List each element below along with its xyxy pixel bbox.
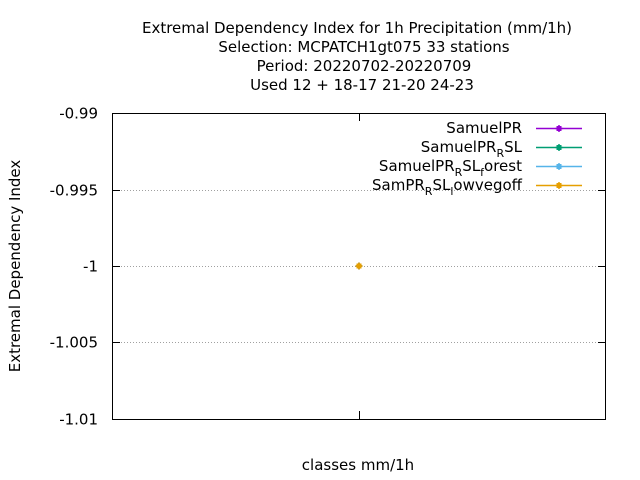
legend-item: SamuelPR (446, 119, 582, 137)
x-axis-label: classes mm/1h (302, 456, 414, 474)
y-tick-label: -1 (83, 258, 98, 276)
legend-label: SamuelPR (446, 119, 522, 137)
y-axis-ticks: -0.99 -0.995 -1 -1.005 -1.01 (50, 105, 606, 429)
legend-marker (555, 144, 563, 151)
y-tick-label: -1.005 (50, 334, 98, 352)
y-tick-label: -0.99 (59, 105, 98, 123)
legend-marker (555, 163, 563, 170)
title-line-4: Used 12 + 18-17 21-20 24-23 (250, 76, 474, 94)
data-point (355, 262, 363, 270)
y-axis-label: Extremal Dependency Index (6, 160, 24, 373)
chart-title: Extremal Dependency Index for 1h Precipi… (142, 19, 572, 94)
series-layer (355, 262, 363, 270)
legend-item: SamuelPRRSL (421, 138, 582, 160)
title-line-3: Period: 20220702-20220709 (257, 57, 472, 75)
y-tick-label: -1.01 (59, 411, 98, 429)
legend-marker (555, 125, 563, 132)
title-line-1: Extremal Dependency Index for 1h Precipi… (142, 19, 572, 37)
legend-label: SamuelPRRSLforest (379, 157, 522, 179)
legend-item: SamuelPRRSLforest (379, 157, 582, 179)
title-line-2: Selection: MCPATCH1gt075 33 stations (218, 38, 509, 56)
series-4 (355, 262, 363, 270)
plot-frame (112, 113, 606, 420)
legend-label: SamPRRSLlowvegoff (372, 176, 523, 198)
legend: SamuelPRSamuelPRRSLSamuelPRRSLforestSamP… (372, 119, 582, 198)
legend-item: SamPRRSLlowvegoff (372, 176, 582, 198)
y-tick-label: -0.995 (50, 182, 98, 200)
legend-marker (555, 182, 563, 189)
legend-label: SamuelPRRSL (421, 138, 523, 160)
